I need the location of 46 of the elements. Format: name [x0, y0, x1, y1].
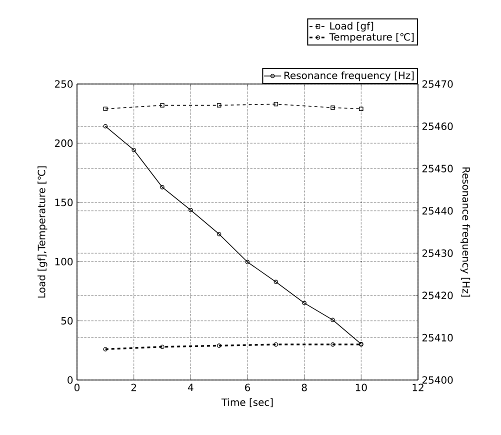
point	[302, 300, 306, 306]
y-tick-label: 200	[55, 139, 73, 147]
point	[132, 148, 136, 152]
point	[160, 344, 164, 349]
legend-label: Load [gf]	[330, 22, 374, 32]
y2-tick-label: 25400	[422, 376, 453, 384]
x-tick-label: 2	[131, 384, 136, 392]
x-axis-title: Time [sec]	[221, 398, 273, 408]
y-tick-label: 50	[61, 317, 73, 325]
point	[274, 102, 278, 106]
x-tick-label: 0	[74, 384, 80, 392]
y-axis-title: Load [gf],Temperature [℃]	[38, 166, 48, 298]
y2-axis-title: Resonance frequency [Hz]	[460, 167, 470, 297]
point	[359, 106, 364, 112]
legend-label: Temperature [℃]	[329, 32, 414, 43]
y2-tick-label: 25420	[422, 292, 453, 300]
point	[330, 106, 335, 110]
y-tick-label: 150	[55, 198, 73, 206]
x-tick-label: 8	[302, 384, 307, 392]
y2-tick-label: 25410	[422, 334, 453, 342]
y-tick-label: 250	[55, 80, 73, 88]
legend-label: Resonance frequency [Hz]	[284, 71, 414, 82]
x-tick-label: 12	[412, 384, 424, 392]
point	[274, 280, 278, 284]
point	[160, 103, 164, 108]
point	[103, 347, 108, 352]
y2-tick-label: 25440	[422, 207, 453, 215]
x-tick-label: 6	[245, 384, 250, 392]
y2-tick-label: 25460	[422, 122, 453, 130]
point	[160, 185, 164, 190]
point	[188, 208, 193, 212]
point	[216, 344, 222, 348]
y-tick-label: 100	[55, 258, 73, 266]
x-tick-label: 4	[188, 384, 194, 391]
point	[103, 106, 108, 112]
point	[274, 342, 278, 347]
point	[245, 260, 250, 264]
y2-tick-label: 25430	[422, 249, 453, 257]
point	[216, 103, 222, 108]
y2-tick-label: 25450	[422, 164, 453, 172]
point	[216, 232, 222, 236]
x-tick-label: 10	[356, 384, 367, 392]
y2-tick-label: 25470	[422, 80, 453, 88]
y-tick-label: 0	[68, 376, 73, 384]
point	[330, 342, 335, 347]
point	[330, 318, 335, 322]
